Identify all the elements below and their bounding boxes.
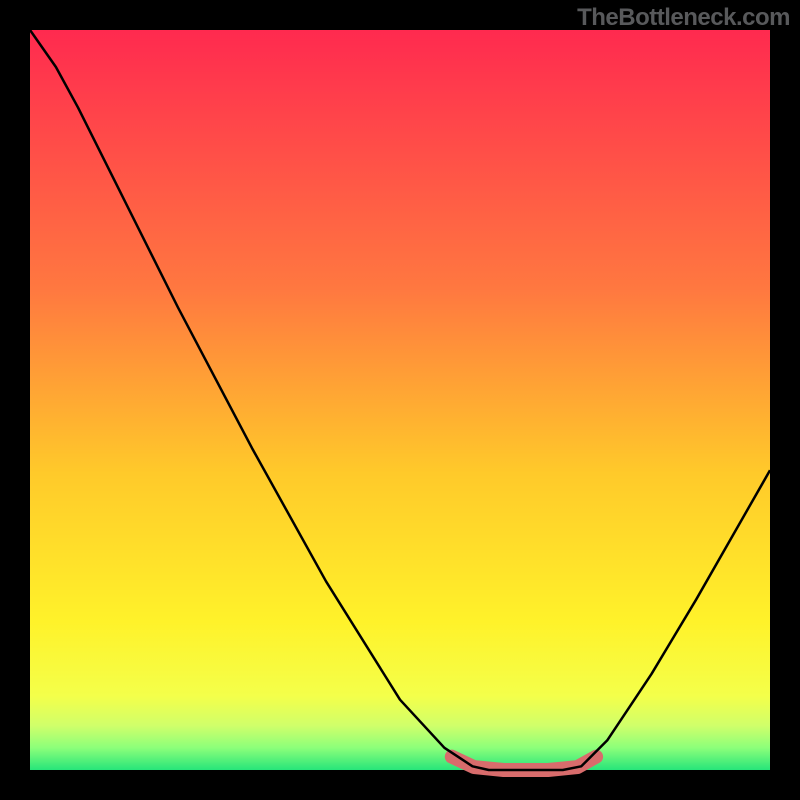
chart-container: TheBottleneck.com [0,0,800,800]
curve-overlay [30,30,770,770]
bottleneck-curve [30,30,770,770]
watermark-text: TheBottleneck.com [577,4,790,32]
plot-area [30,30,770,770]
